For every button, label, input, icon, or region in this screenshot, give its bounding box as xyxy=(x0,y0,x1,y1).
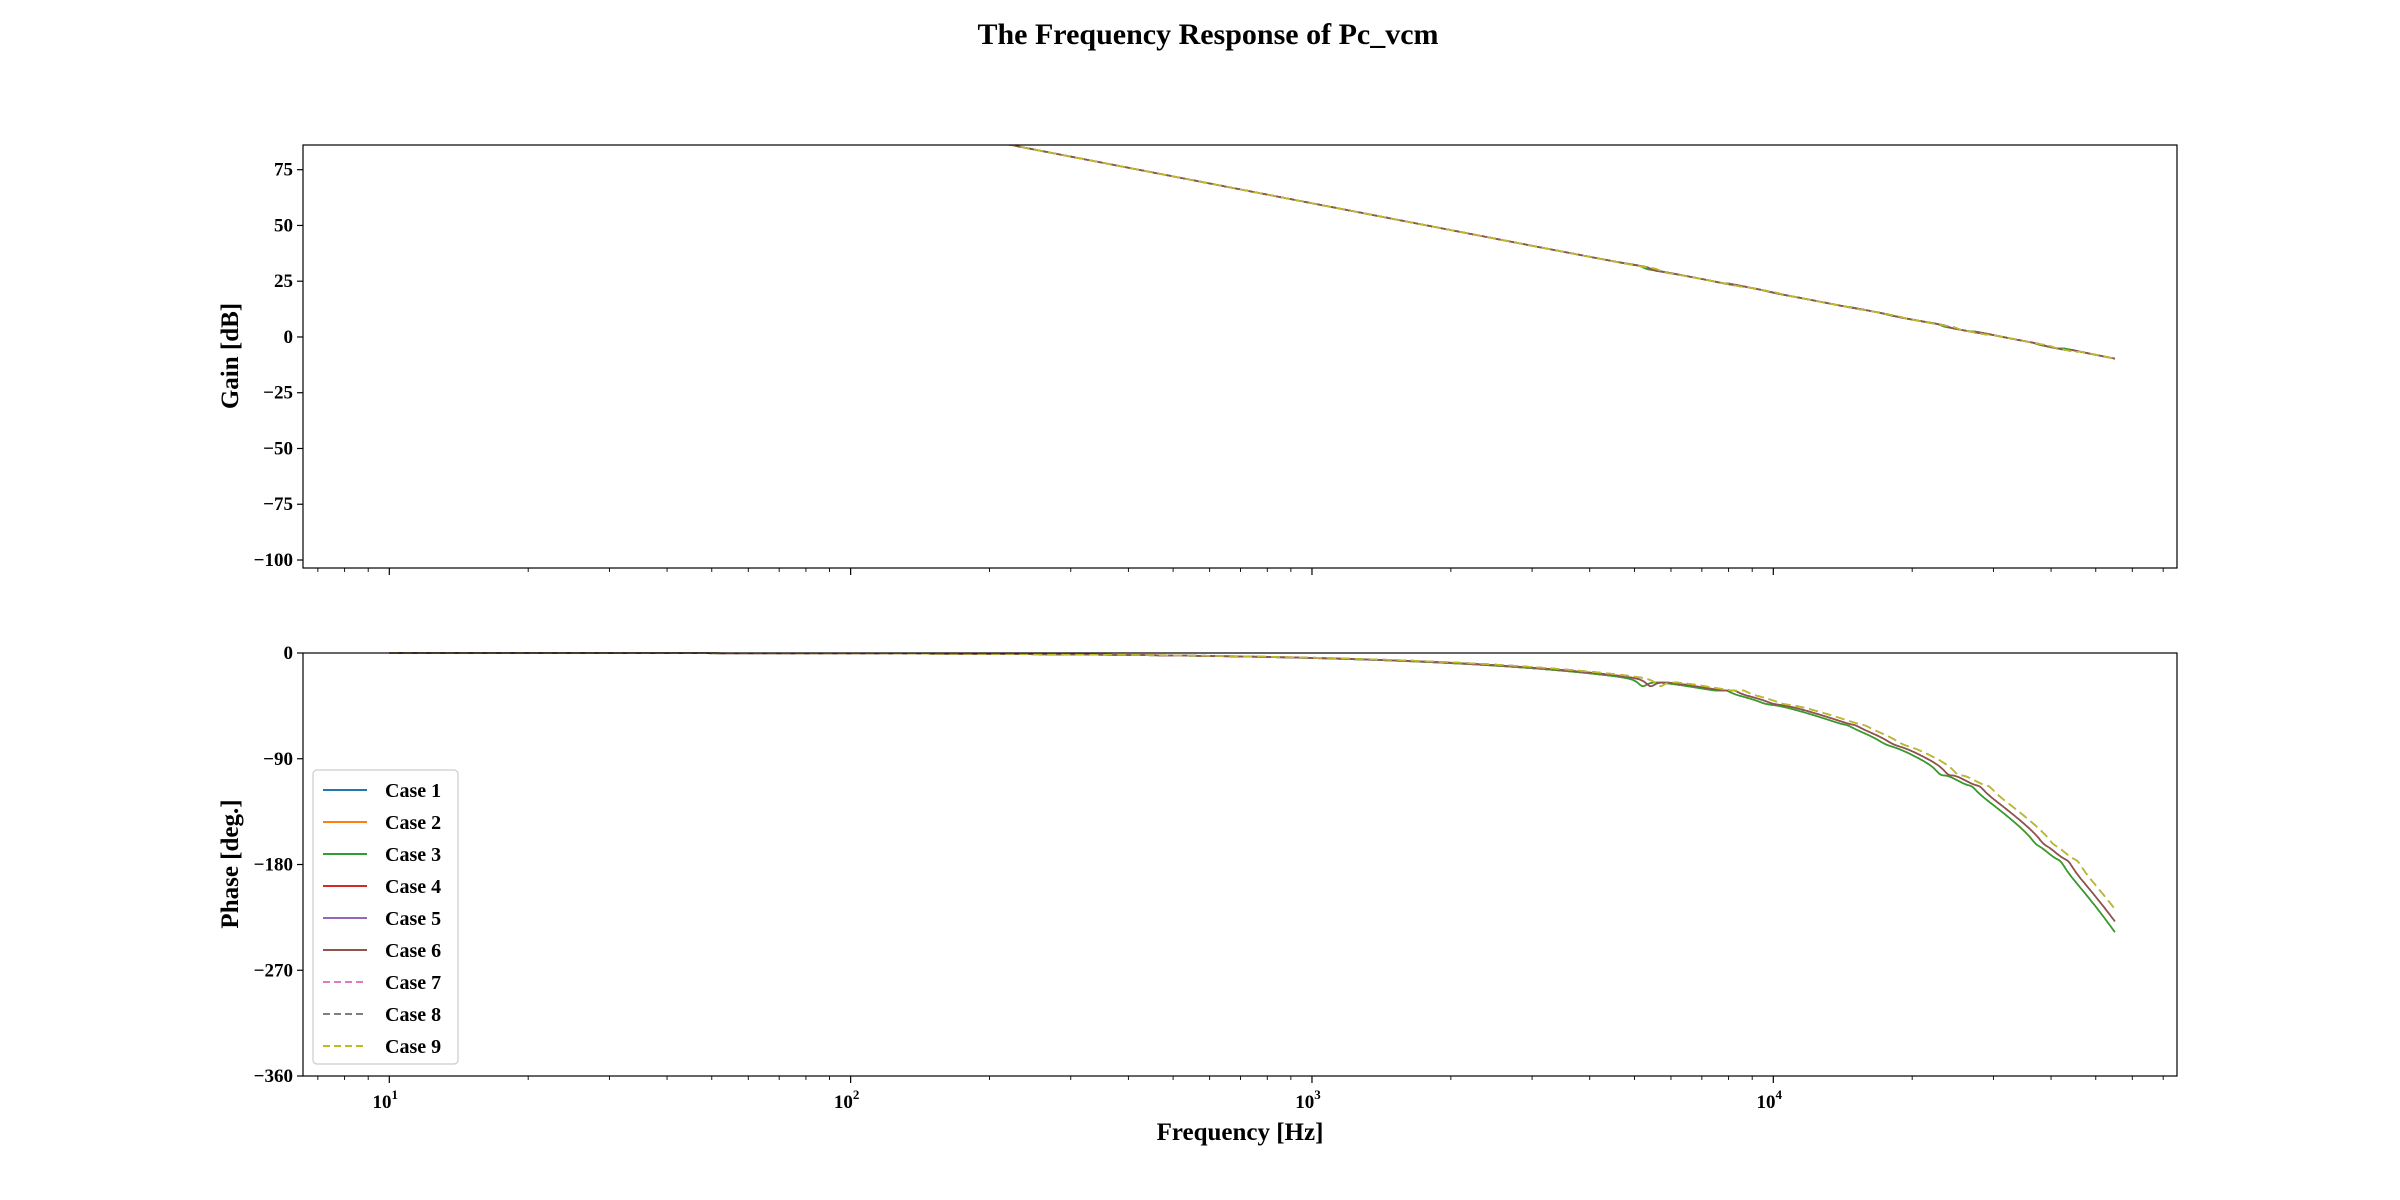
gain-axes-frame xyxy=(302,144,2178,569)
figure-title: The Frequency Response of Pc_vcm xyxy=(977,18,1438,51)
phase-x-tick-label: 101 xyxy=(373,1087,399,1113)
gain-y-ticks: 75 50 25 0 −25 −50 −75 −100 xyxy=(254,160,303,571)
phase-line-1 xyxy=(389,652,2116,933)
phase-y-tick-label: −90 xyxy=(263,749,293,770)
gain-y-tick-label: −100 xyxy=(254,550,293,571)
legend-box xyxy=(312,769,459,1065)
gain-panel: 75 50 25 0 −25 −50 −75 −100 Gain [dB] xyxy=(217,144,2178,575)
phase-x-tick-label: 104 xyxy=(1757,1087,1783,1113)
phase-x-ticks: 101 102 103 104 xyxy=(317,1076,2164,1113)
phase-y-tick-label: −360 xyxy=(254,1066,293,1087)
phase-line-5 xyxy=(389,652,2116,922)
gain-y-tick-label: 0 xyxy=(284,327,294,348)
phase-series-lines xyxy=(389,652,2116,933)
legend-label-case-1: Case 1 xyxy=(385,780,441,802)
phase-line-3 xyxy=(389,652,2116,933)
legend-label-case-3: Case 3 xyxy=(385,844,441,866)
phase-line-9 xyxy=(389,652,2116,910)
gain-y-tick-label: 50 xyxy=(274,215,293,236)
legend: Case 1 Case 2 Case 3 Case 4 Case 5 Case 6 Case… xyxy=(312,769,459,1065)
phase-y-tick-label: −270 xyxy=(254,960,293,981)
legend-label-case-4: Case 4 xyxy=(385,876,441,898)
gain-line-6 xyxy=(1006,145,2116,360)
legend-label-case-7: Case 7 xyxy=(385,972,441,994)
gain-series-lines xyxy=(1006,145,2116,360)
legend-label-case-6: Case 6 xyxy=(385,940,441,962)
legend-label-case-8: Case 8 xyxy=(385,1004,441,1026)
phase-line-4 xyxy=(389,652,2116,922)
gain-y-tick-label: −75 xyxy=(263,494,293,515)
phase-y-tick-label: −180 xyxy=(254,855,293,876)
legend-label-case-2: Case 2 xyxy=(385,812,441,834)
gain-y-tick-label: −50 xyxy=(263,438,293,459)
phase-axes-frame xyxy=(302,652,2178,1077)
phase-y-axis-label: Phase [deg.] xyxy=(217,799,244,928)
phase-y-ticks: 0 −90 −180 −270 −360 xyxy=(254,643,303,1087)
phase-line-6 xyxy=(389,652,2116,922)
gain-y-tick-label: 25 xyxy=(274,271,293,292)
phase-x-tick-label: 103 xyxy=(1295,1087,1321,1113)
phase-panel: 0 −90 −180 −270 −360 101 102 103 104 Phase [deg… xyxy=(217,643,2178,1146)
phase-line-8 xyxy=(389,652,2116,910)
gain-x-ticks xyxy=(317,568,2164,575)
x-axis-label: Frequency [Hz] xyxy=(1157,1119,1324,1146)
legend-label-case-9: Case 9 xyxy=(385,1036,441,1058)
phase-line-7 xyxy=(389,652,2116,910)
legend-label-case-5: Case 5 xyxy=(385,908,441,930)
phase-line-2 xyxy=(389,652,2116,933)
phase-y-tick-label: 0 xyxy=(284,643,294,664)
gain-y-tick-label: 75 xyxy=(274,160,293,181)
gain-y-axis-label: Gain [dB] xyxy=(217,303,244,409)
gain-y-tick-label: −25 xyxy=(263,383,293,404)
phase-x-tick-label: 102 xyxy=(834,1087,860,1113)
